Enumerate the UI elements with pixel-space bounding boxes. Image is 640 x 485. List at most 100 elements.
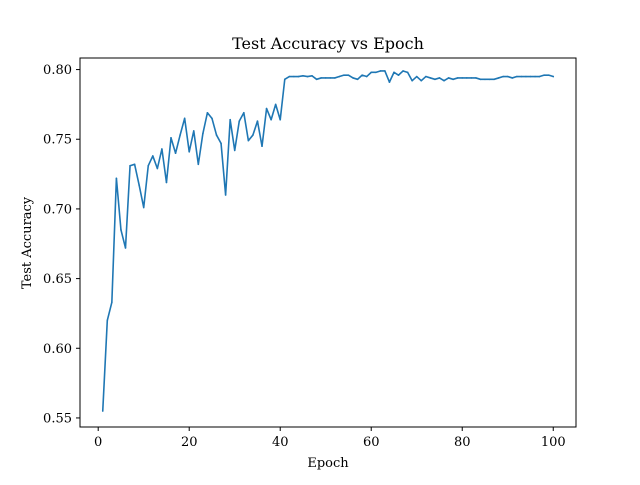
data-point — [411, 79, 413, 82]
axes-frame — [79, 57, 577, 428]
data-point — [156, 167, 159, 170]
data-point — [456, 77, 459, 79]
data-point — [165, 181, 168, 184]
data-point — [488, 78, 491, 81]
data-point — [365, 75, 368, 78]
data-point — [425, 75, 427, 78]
data-point — [211, 117, 213, 120]
data-point — [547, 74, 550, 76]
x-axis-ticks: 0 20 40 60 80 100 — [94, 427, 566, 450]
x-axis-label: Epoch — [307, 456, 349, 471]
data-point — [202, 132, 204, 135]
y-tick-label: 0.65 — [43, 272, 72, 287]
data-point — [138, 184, 140, 187]
data-point — [229, 118, 231, 121]
data-point — [279, 118, 282, 121]
data-point — [516, 75, 518, 78]
data-point — [534, 75, 536, 78]
data-point — [552, 75, 555, 78]
data-point — [506, 75, 509, 78]
data-point — [256, 120, 259, 122]
data-point — [343, 74, 345, 76]
data-point — [142, 206, 145, 209]
data-point — [183, 117, 186, 120]
y-axis-ticks: 0.55 0.60 0.65 0.70 0.75 0.80 — [43, 63, 80, 426]
data-point — [188, 150, 191, 153]
data-points — [101, 70, 555, 412]
data-point — [115, 177, 118, 180]
data-point — [484, 78, 486, 81]
data-point — [224, 194, 227, 196]
data-point — [475, 77, 477, 79]
data-point — [297, 75, 300, 78]
data-point — [320, 77, 322, 79]
data-point — [220, 142, 222, 145]
x-tick-label: 0 — [94, 435, 102, 450]
chart-title: Test Accuracy vs Epoch — [232, 34, 424, 53]
data-point — [247, 139, 250, 142]
data-point — [152, 155, 154, 157]
data-point — [147, 164, 150, 167]
data-point — [215, 134, 218, 136]
data-point — [465, 77, 468, 79]
data-point — [434, 78, 436, 81]
data-point — [129, 164, 131, 167]
data-point — [497, 77, 500, 79]
data-point — [352, 77, 354, 79]
y-tick-label: 0.55 — [43, 411, 72, 426]
data-point — [443, 79, 445, 82]
data-point — [384, 70, 386, 72]
data-point — [543, 74, 545, 76]
data-point — [161, 148, 163, 150]
data-point — [133, 163, 136, 166]
data-point — [406, 71, 409, 74]
data-point — [174, 152, 177, 154]
data-point — [461, 77, 464, 79]
series-line — [101, 70, 555, 412]
data-point — [356, 78, 359, 81]
data-point — [388, 81, 391, 83]
data-point — [525, 75, 527, 78]
x-tick-label: 40 — [272, 435, 289, 450]
data-point — [452, 78, 454, 81]
data-point — [252, 134, 254, 136]
y-axis-label: Test Accuracy — [20, 196, 35, 289]
data-point — [338, 75, 341, 78]
data-point — [538, 75, 541, 78]
y-tick-label: 0.70 — [43, 202, 72, 217]
data-point — [302, 75, 304, 77]
x-tick-label: 80 — [454, 435, 471, 450]
data-point — [347, 74, 350, 76]
data-point — [329, 77, 332, 79]
data-point — [120, 229, 122, 231]
data-point — [420, 79, 423, 82]
data-point — [206, 111, 209, 114]
y-tick-label: 0.80 — [43, 63, 72, 78]
data-point — [402, 70, 404, 72]
data-point — [179, 134, 181, 136]
data-point — [529, 75, 532, 78]
data-point — [261, 145, 263, 148]
data-point — [493, 78, 495, 81]
data-point — [393, 71, 395, 74]
data-point — [415, 75, 418, 78]
data-point — [379, 70, 382, 72]
data-point — [311, 75, 313, 77]
data-point — [124, 247, 127, 249]
data-point — [170, 137, 172, 139]
data-point — [265, 107, 268, 110]
data-point — [334, 77, 336, 79]
data-point — [197, 163, 200, 166]
data-point — [288, 75, 291, 78]
data-point — [429, 77, 432, 79]
plot-area: 0 20 40 60 80 100 0.55 0.60 0.65 0.70 0.75 0.80 — [43, 57, 577, 450]
data-point — [238, 120, 241, 122]
y-tick-label: 0.75 — [43, 133, 72, 148]
x-tick-label: 60 — [363, 435, 380, 450]
data-point — [520, 75, 523, 78]
data-point — [470, 77, 473, 79]
y-tick-label: 0.60 — [43, 342, 72, 357]
data-point — [106, 319, 109, 322]
data-point — [447, 77, 450, 79]
